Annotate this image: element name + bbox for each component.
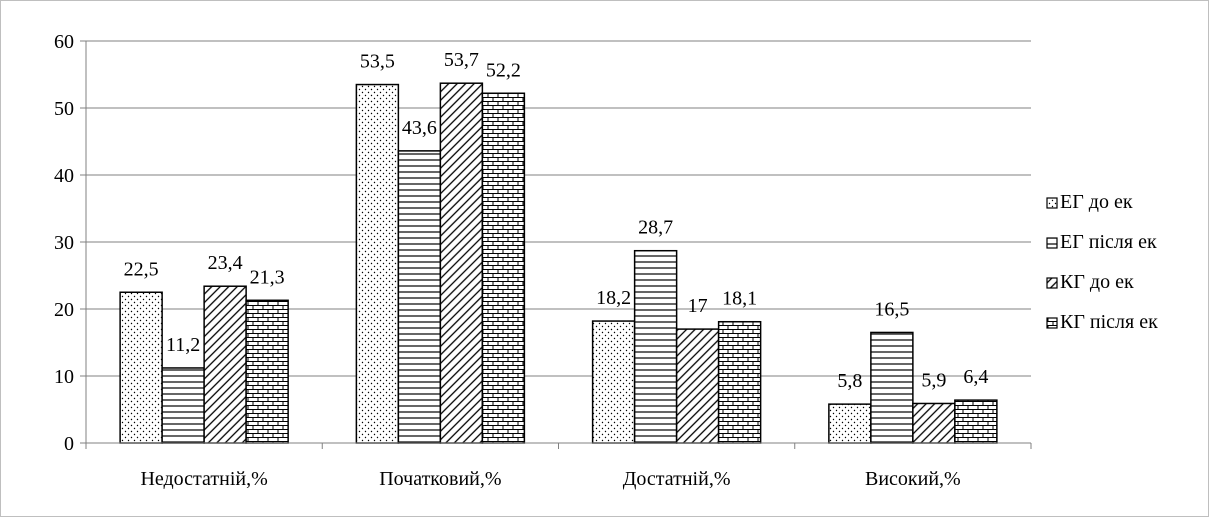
data-label: 53,7 — [444, 49, 479, 71]
data-label: 18,1 — [722, 288, 757, 310]
bar — [717, 320, 762, 444]
y-tick-label: 20 — [54, 299, 74, 321]
data-label: 5,9 — [921, 369, 946, 391]
data-label: 21,3 — [250, 266, 285, 288]
y-tick-label: 30 — [54, 232, 74, 254]
y-tick-label: 60 — [54, 31, 74, 53]
y-axis: 0 10 20 30 40 50 60 — [54, 31, 87, 455]
x-category-label: Достатній,% — [623, 468, 731, 490]
legend: ЕГ до ек ЕГ після ек КГ до ек КГ після ек — [1046, 191, 1158, 333]
bar — [954, 399, 998, 444]
bar — [481, 92, 526, 444]
y-tick-label: 10 — [54, 366, 74, 388]
legend-swatch — [1046, 197, 1058, 209]
legend-swatch — [1046, 277, 1058, 289]
data-label: 16,5 — [874, 298, 909, 320]
bar — [203, 285, 247, 444]
data-label: 28,7 — [638, 217, 673, 239]
bar — [828, 403, 872, 444]
data-label: 6,4 — [963, 366, 988, 388]
data-labels: 22,5 11,2 23,4 21,3 53,5 43,6 53,7 52,2 18,2 28,7… — [124, 49, 989, 392]
data-label: 52,2 — [486, 59, 521, 81]
bar — [161, 367, 205, 444]
bar — [870, 331, 914, 444]
data-label: 53,5 — [360, 51, 395, 73]
bar — [397, 150, 442, 444]
data-label: 17 — [688, 295, 708, 317]
data-label: 23,4 — [208, 252, 243, 274]
legend-label: КГ після ек — [1060, 311, 1158, 333]
bar — [355, 83, 400, 444]
data-label: 43,6 — [402, 117, 437, 139]
bar — [245, 299, 289, 444]
x-axis: Недостатній,% Початковий,% Достатній,% Висо… — [85, 442, 1032, 490]
y-tick-label: 50 — [54, 98, 74, 120]
data-label: 11,2 — [166, 334, 200, 356]
bars — [119, 82, 998, 444]
bar — [591, 320, 636, 444]
legend-label: ЕГ після ек — [1060, 231, 1157, 253]
bar — [633, 249, 678, 444]
legend-label: КГ до ек — [1060, 271, 1134, 293]
x-category-label: Початковий,% — [379, 468, 501, 490]
data-label: 5,8 — [837, 370, 862, 392]
x-category-label: Недостатній,% — [140, 468, 267, 490]
legend-swatch — [1046, 317, 1058, 329]
legend-label: ЕГ до ек — [1060, 191, 1133, 213]
y-tick-label: 0 — [64, 433, 74, 455]
bar — [439, 82, 484, 444]
x-category-label: Високий,% — [865, 468, 961, 490]
data-label: 22,5 — [124, 258, 159, 280]
y-tick-label: 40 — [54, 165, 74, 187]
bar — [912, 402, 956, 444]
data-label: 18,2 — [596, 287, 631, 309]
bar — [119, 291, 163, 444]
legend-swatch — [1046, 237, 1058, 249]
bar — [675, 328, 720, 444]
